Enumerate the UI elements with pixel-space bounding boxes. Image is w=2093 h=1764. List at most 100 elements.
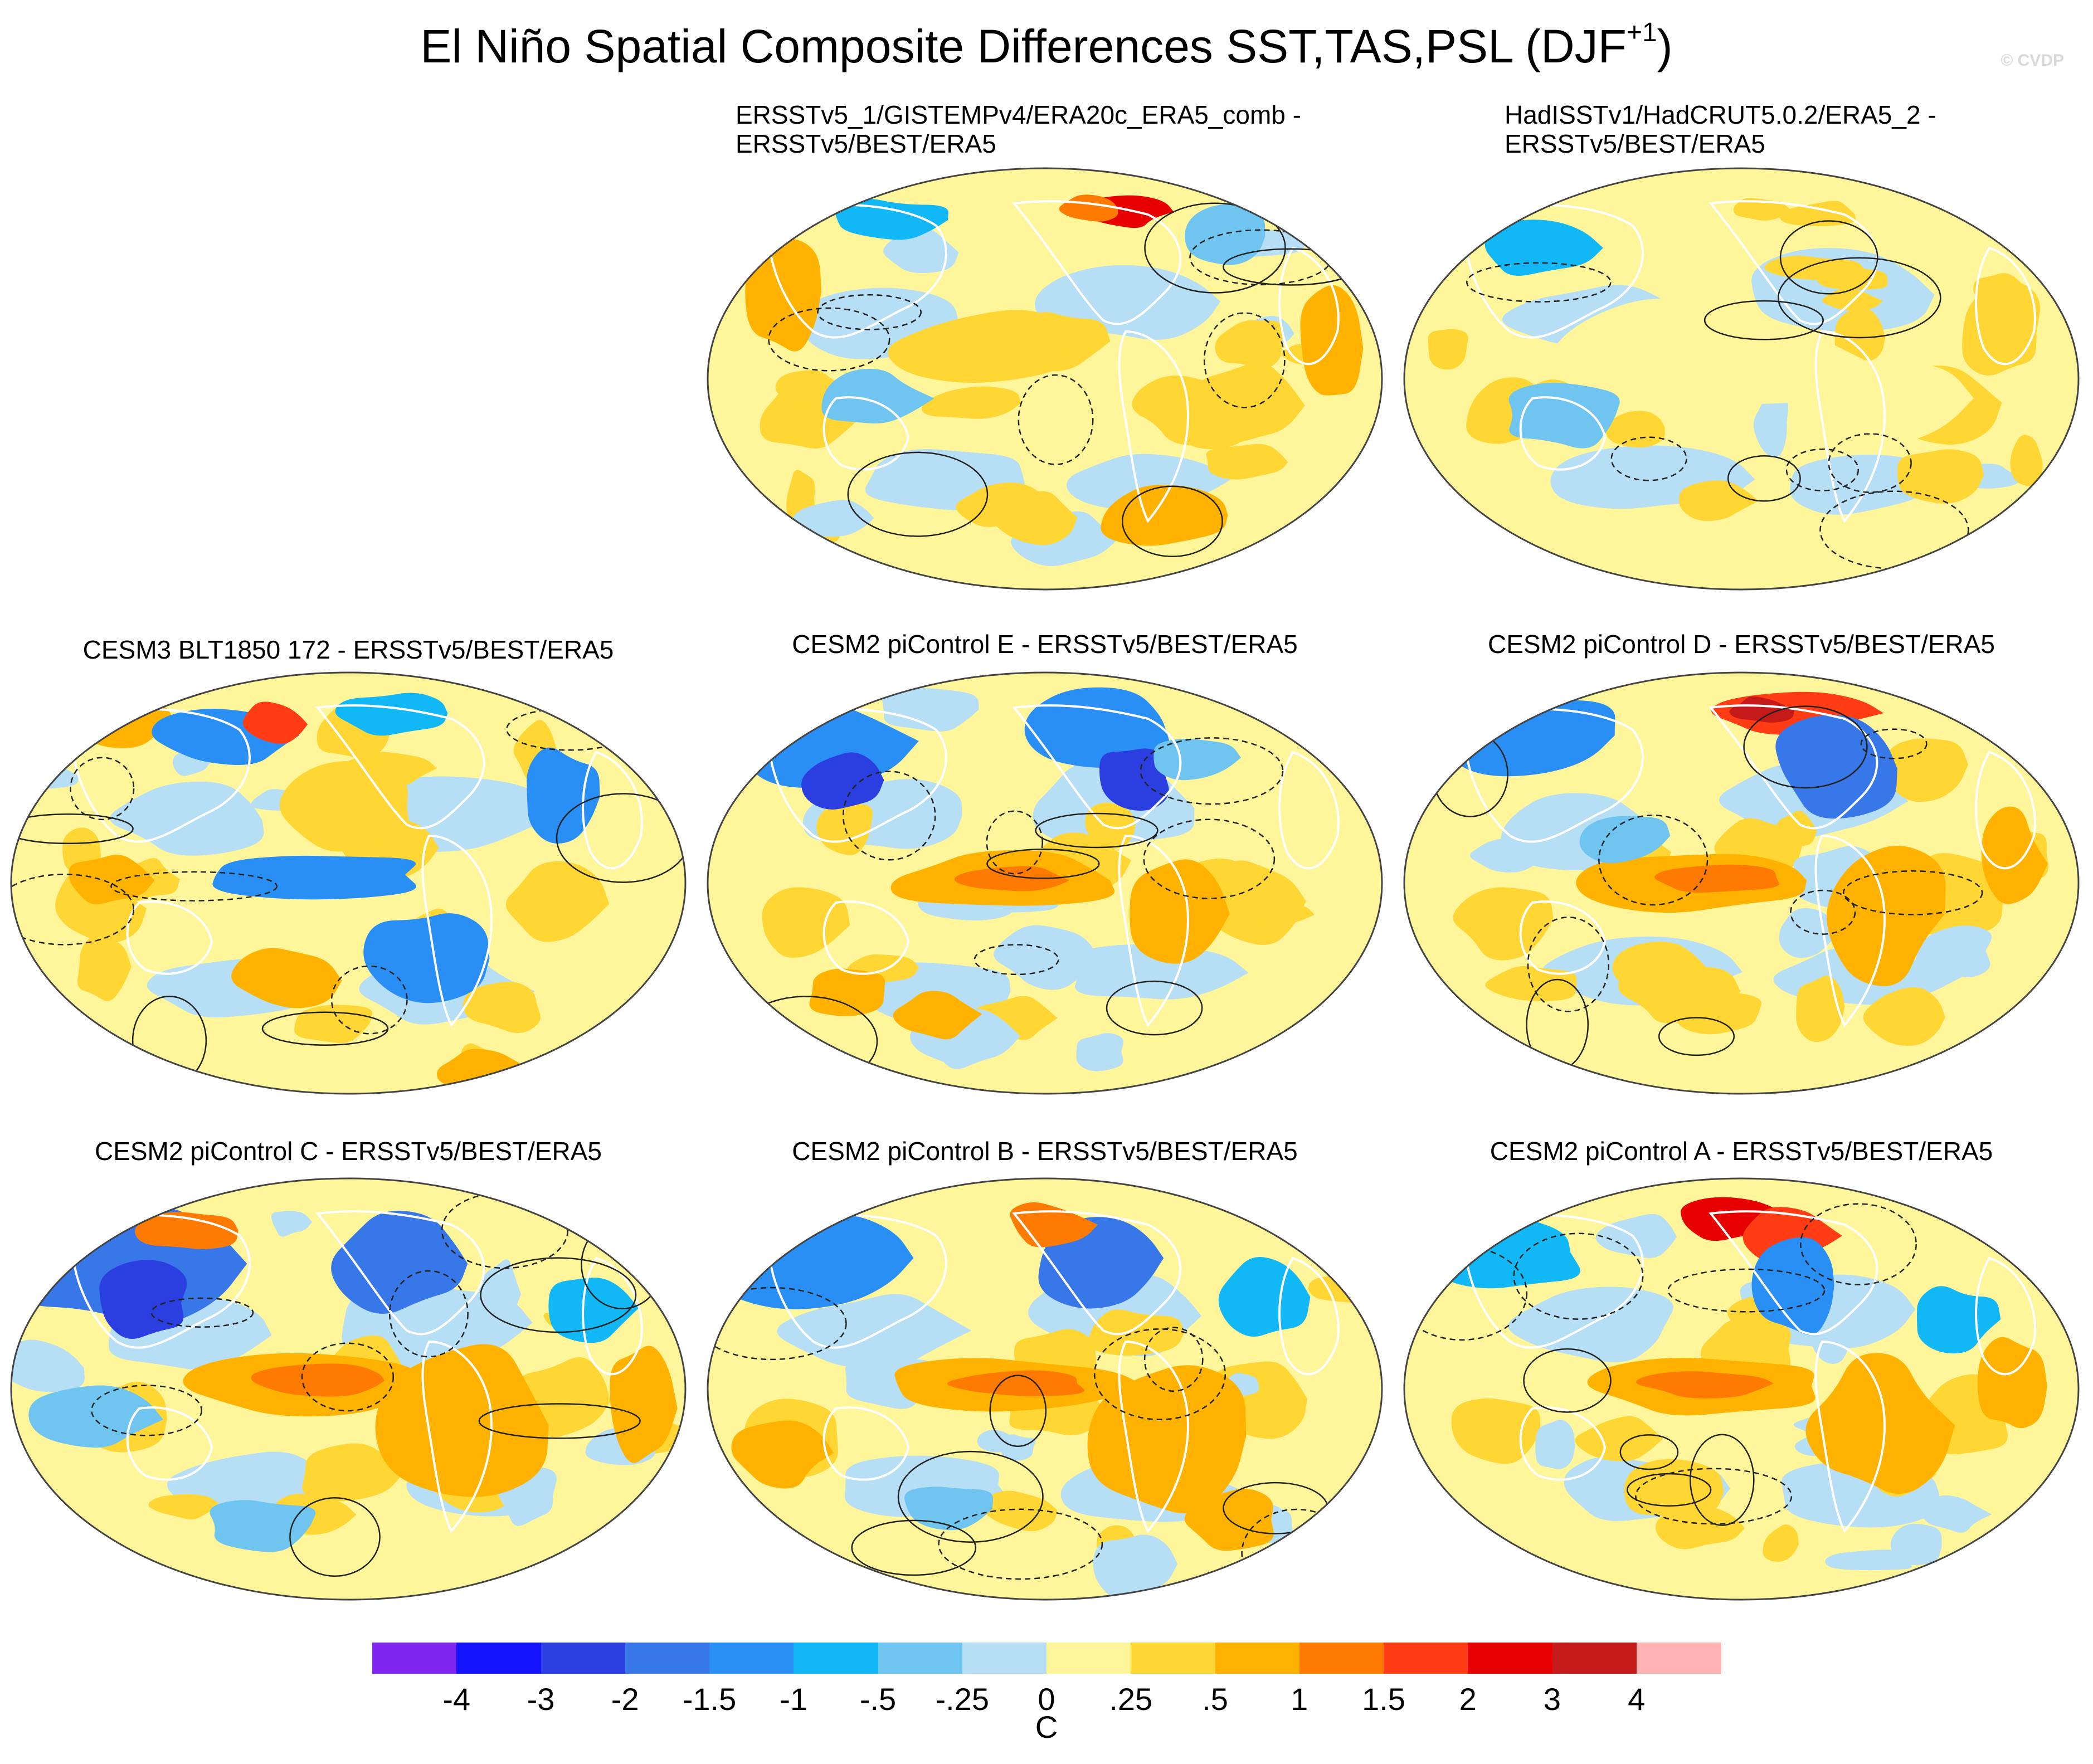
map-border bbox=[10, 1177, 687, 1601]
psl-contour bbox=[388, 1270, 469, 1358]
anomaly-region bbox=[1729, 696, 1795, 723]
anomaly-region bbox=[882, 688, 979, 732]
anomaly-region bbox=[1654, 864, 1779, 893]
psl-contour bbox=[938, 1508, 1103, 1580]
coastline bbox=[1012, 704, 1182, 830]
psl-contour bbox=[150, 1297, 254, 1328]
anomaly-region bbox=[1099, 748, 1169, 811]
coastline bbox=[1463, 203, 1644, 339]
psl-contour bbox=[897, 1450, 1044, 1543]
anomaly-region bbox=[1218, 1256, 1311, 1337]
anomaly-region bbox=[1595, 1214, 1677, 1258]
anomaly-region bbox=[1428, 329, 1468, 370]
robinson-map bbox=[707, 167, 1383, 591]
map-panel-p1: ERSSTv5_1/GISTEMPv4/ERA20c_ERA5_comb - ER… bbox=[702, 100, 1388, 657]
anomaly-region bbox=[1024, 687, 1172, 768]
anomaly-region bbox=[1881, 738, 1968, 802]
panel-title: CESM2 piControl E - ERSSTv5/BEST/ERA5 bbox=[792, 630, 1298, 659]
psl-contour bbox=[708, 1287, 847, 1361]
map-border bbox=[1403, 1177, 2080, 1601]
anomaly-region bbox=[1579, 816, 1671, 864]
anomaly-region bbox=[1184, 204, 1265, 265]
figure-title-text: El Niño Spatial Composite Differences SS… bbox=[420, 20, 1627, 72]
coastline bbox=[126, 1406, 213, 1481]
psl-contour bbox=[1690, 1434, 1755, 1526]
psl-contour bbox=[1527, 917, 1610, 1012]
panel-title: CESM2 piControl A - ERSSTv5/BEST/ERA5 bbox=[1490, 1137, 1993, 1166]
colorbar-tick-label: 3 bbox=[1543, 1682, 1561, 1717]
anomaly-region bbox=[1921, 1495, 1992, 1533]
anomaly-region bbox=[994, 925, 1099, 990]
anomaly-region bbox=[375, 1344, 549, 1497]
colorbar-swatch bbox=[794, 1643, 878, 1674]
coastline bbox=[1814, 1340, 1886, 1533]
coastline bbox=[1709, 200, 1878, 325]
psl-contour bbox=[1143, 1327, 1204, 1392]
anomaly-region bbox=[2014, 206, 2050, 230]
coastline bbox=[767, 1214, 947, 1349]
colorbar-swatch bbox=[1552, 1643, 1637, 1674]
robinson-map bbox=[707, 1177, 1383, 1601]
psl-contour bbox=[1144, 202, 1286, 294]
colorbar-tick-label: .25 bbox=[1109, 1682, 1153, 1717]
anomaly-region bbox=[1764, 255, 1865, 281]
coastline bbox=[822, 1406, 910, 1481]
anomaly-region bbox=[135, 1212, 238, 1249]
coastline bbox=[126, 900, 213, 975]
coastline bbox=[1975, 751, 2036, 870]
psl-contour bbox=[1121, 485, 1223, 557]
coastline bbox=[1278, 1256, 1340, 1376]
anomaly-region bbox=[99, 1260, 187, 1339]
psl-contour bbox=[110, 871, 278, 902]
panel-title: ERSSTv5/BEST/ERA5 bbox=[736, 129, 996, 158]
anomaly-region bbox=[210, 1500, 316, 1552]
anomaly-region bbox=[904, 1487, 994, 1531]
psl-contour bbox=[1790, 889, 1856, 935]
anomaly-region bbox=[1796, 976, 1845, 1042]
psl-contour bbox=[1143, 818, 1276, 899]
psl-contour bbox=[1619, 1434, 1679, 1470]
anomaly-region bbox=[1916, 1286, 2001, 1354]
psl-contour bbox=[556, 793, 685, 883]
anomaly-region bbox=[1215, 320, 1284, 369]
psl-contour bbox=[1828, 433, 1912, 493]
anomaly-region bbox=[1962, 281, 2041, 376]
colorbar-swatch bbox=[1046, 1643, 1131, 1674]
anomaly-region bbox=[479, 1259, 521, 1326]
anomaly-region bbox=[1981, 806, 2048, 905]
anomaly-region bbox=[1206, 444, 1288, 480]
anomaly-region bbox=[2010, 435, 2043, 486]
coastline bbox=[1519, 1406, 1607, 1481]
colorbar-tick-label: 4 bbox=[1628, 1682, 1646, 1717]
anomaly-region bbox=[1575, 1416, 1663, 1461]
coastline bbox=[822, 396, 910, 471]
colorbar-swatch bbox=[541, 1643, 626, 1674]
coastline bbox=[1814, 834, 1886, 1027]
psl-contour bbox=[1106, 980, 1203, 1036]
anomaly-region bbox=[991, 491, 1077, 545]
psl-contour bbox=[1466, 262, 1612, 303]
anomaly-region bbox=[1897, 449, 1984, 504]
anomaly-region bbox=[1775, 811, 1817, 852]
anomaly-region bbox=[28, 1385, 163, 1448]
coastline bbox=[1118, 1340, 1189, 1533]
psl-contour bbox=[1703, 300, 1824, 340]
anomaly-region bbox=[1805, 1353, 1955, 1494]
anomaly-region bbox=[1153, 739, 1241, 781]
coastline bbox=[767, 708, 947, 843]
psl-contour bbox=[1860, 728, 1927, 759]
anomaly-region bbox=[888, 310, 1070, 383]
anomaly-region bbox=[922, 386, 1021, 419]
anomaly-region bbox=[110, 781, 264, 856]
map-panel-p6: CESM2 piControl C - ERSSTv5/BEST/ERA5 bbox=[6, 1137, 691, 1694]
colorbar-unit-label: C bbox=[1035, 1709, 1058, 1744]
anomaly-region bbox=[1087, 1365, 1247, 1513]
anomaly-region bbox=[335, 693, 448, 736]
anomaly-region bbox=[1977, 1337, 2047, 1429]
colorbar-tick-label: -.25 bbox=[935, 1682, 990, 1717]
psl-contour bbox=[289, 1497, 381, 1577]
anomaly-region bbox=[505, 861, 610, 942]
figure-title-superscript: +1 bbox=[1626, 18, 1657, 47]
psl-contour bbox=[1727, 455, 1801, 502]
coastline bbox=[1012, 1210, 1182, 1336]
